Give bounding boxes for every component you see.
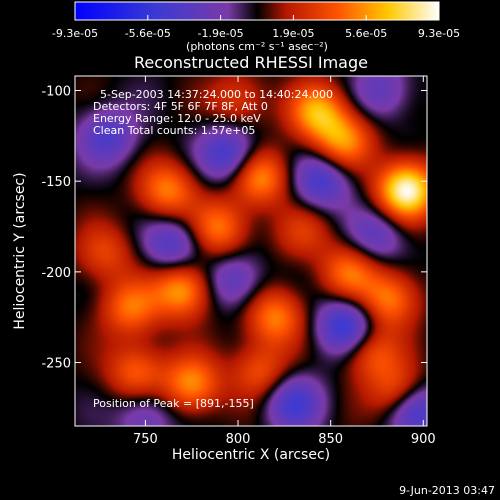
annotation-energy-range: Energy Range: 12.0 - 25.0 keV — [93, 112, 261, 125]
x-axis-ticks: 750 800 850 900 — [133, 76, 436, 447]
date-stamp: 9-Jun-2013 03:47 — [399, 484, 495, 497]
y-tick-label: -150 — [41, 175, 71, 190]
colorbar-tick-label: -5.6e-05 — [125, 27, 171, 40]
x-axis-label: Heliocentric X (arcsec) — [172, 447, 330, 463]
x-tick-label: 850 — [318, 432, 343, 447]
y-axis-ticks: -100 -150 -200 -250 — [41, 85, 427, 372]
y-axis-label: Heliocentric Y (arcsec) — [12, 172, 28, 329]
chart-title: Reconstructed RHESSI Image — [134, 53, 368, 72]
colorbar-tick-label: 9.3e-05 — [418, 27, 460, 40]
colorbar — [74, 1, 440, 21]
x-tick-label: 750 — [133, 432, 158, 447]
y-tick-label: -250 — [41, 357, 71, 372]
colorbar-tick-label: -1.9e-05 — [197, 27, 243, 40]
colorbar-tick-label: -9.3e-05 — [52, 27, 98, 40]
annotation-time-range: 5-Sep-2003 14:37:24.000 to 14:40:24.000 — [100, 88, 333, 101]
plot-frame — [74, 75, 428, 427]
annotation-total-counts: Clean Total counts: 1.57e+05 — [93, 124, 255, 137]
x-tick-label: 900 — [411, 432, 436, 447]
colorbar-tick-label: 1.9e-05 — [272, 27, 314, 40]
colorbar-ticks: -9.3e-05 -5.6e-05 -1.9e-05 1.9e-05 5.6e-05 9.… — [52, 15, 460, 40]
y-tick-label: -200 — [41, 266, 71, 281]
x-tick-label: 800 — [226, 432, 251, 447]
annotation-detectors: Detectors: 4F 5F 6F 7F 8F, Att 0 — [93, 100, 268, 113]
colorbar-tick-label: 5.6e-05 — [345, 27, 387, 40]
colorbar-unit-label: (photons cm⁻² s⁻¹ asec⁻²) — [186, 40, 328, 53]
heatmap-image — [75, 76, 427, 426]
heatmap-raster — [75, 76, 427, 426]
y-tick-label: -100 — [41, 85, 71, 100]
annotation-peak-position: Position of Peak = [891,-155] — [93, 397, 254, 410]
